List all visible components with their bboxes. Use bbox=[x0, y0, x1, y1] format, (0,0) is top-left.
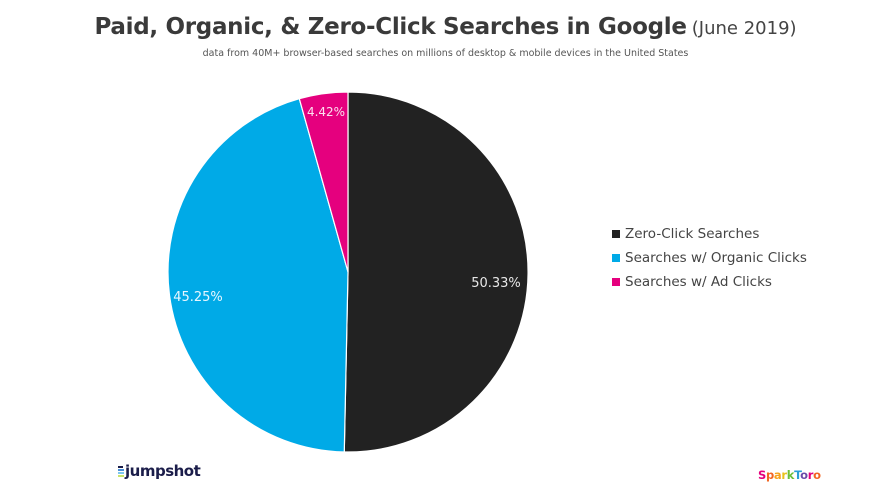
legend-label: Searches w/ Ad Clicks bbox=[625, 274, 772, 290]
legend-item-organic[interactable]: Searches w/ Organic Clicks bbox=[612, 246, 807, 270]
chart-title: Paid, Organic, & Zero-Click Searches in … bbox=[0, 14, 891, 40]
jumpshot-bars-icon bbox=[118, 465, 124, 477]
jumpshot-wordmark: jumpshot bbox=[125, 462, 201, 480]
pie-slice-organic[interactable] bbox=[167, 97, 349, 453]
slice-label-ad: 4.42% bbox=[307, 105, 345, 119]
chart-subtitle: data from 40M+ browser-based searches on… bbox=[202, 48, 689, 59]
chart-title-main: Paid, Organic, & Zero-Click Searches in … bbox=[94, 14, 687, 40]
slice-label-zero-click: 50.33% bbox=[471, 276, 521, 291]
chart-legend: Zero-Click Searches Searches w/ Organic … bbox=[612, 222, 807, 294]
jumpshot-logo: jumpshot bbox=[118, 462, 201, 480]
legend-item-ad[interactable]: Searches w/ Ad Clicks bbox=[612, 270, 807, 294]
legend-swatch-icon bbox=[612, 230, 620, 238]
legend-swatch-icon bbox=[612, 254, 620, 262]
pie-slice-zero-click[interactable] bbox=[343, 91, 529, 453]
chart-title-date: (June 2019) bbox=[691, 18, 797, 39]
legend-item-zero-click[interactable]: Zero-Click Searches bbox=[612, 222, 807, 246]
slice-label-organic: 45.25% bbox=[173, 290, 223, 305]
legend-label: Searches w/ Organic Clicks bbox=[625, 250, 807, 266]
pie-slice-ad[interactable] bbox=[298, 91, 349, 273]
sparktoro-logo: SparkToro bbox=[758, 468, 821, 482]
legend-swatch-icon bbox=[612, 278, 620, 286]
legend-label: Zero-Click Searches bbox=[625, 226, 760, 242]
